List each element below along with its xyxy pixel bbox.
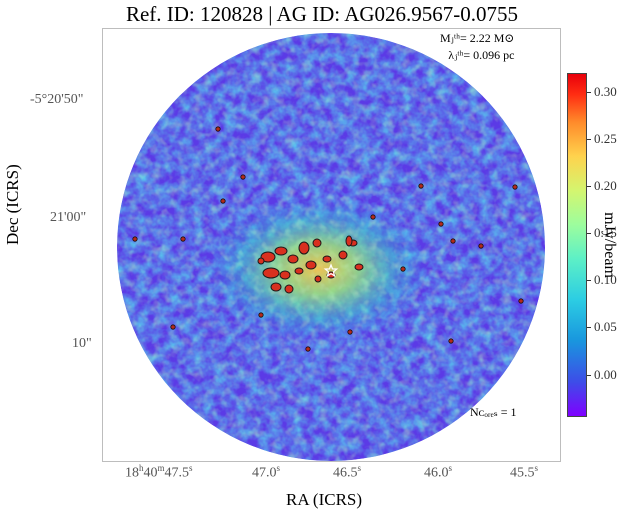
compact-source: [400, 266, 406, 272]
y-tick-label: 21'00": [50, 210, 87, 225]
core-contour: [338, 250, 348, 260]
colorbar-tick-mark: [587, 375, 591, 376]
colorbar: [567, 73, 587, 417]
core-contour: [284, 284, 294, 294]
ncores-text: Nᴄₒᵣₑₛ = 1: [470, 405, 517, 419]
x-axis-label: RA (ICRS): [286, 490, 363, 509]
compact-source: [370, 214, 376, 220]
core-contour: [312, 238, 322, 248]
compact-source: [180, 236, 186, 242]
compact-source: [215, 126, 221, 132]
x-tick-label: 46.0s: [424, 463, 453, 481]
mass-threshold-text: Mⱼᵗʰ= 2.22 M⊙: [440, 31, 515, 45]
colorbar-tick-label: 0.30: [594, 84, 617, 99]
core-contour: [270, 282, 282, 292]
core-contour: [354, 263, 364, 271]
core-contour: [262, 267, 280, 279]
x-tick-label: 18h40m47.5s: [125, 463, 193, 481]
compact-source: [220, 198, 226, 204]
compact-source: [132, 236, 138, 242]
y-tick-label: 10": [72, 336, 92, 351]
intensity-map: [117, 33, 545, 461]
colorbar-tick-label: 0.20: [594, 178, 617, 193]
compact-source: [347, 329, 353, 335]
core-contour: [326, 271, 336, 279]
colorbar-tick-mark: [587, 92, 591, 93]
jeans-length-text: λⱼᵗʰ= 0.096 pc: [448, 48, 515, 62]
colorbar-label: mJy/beam: [601, 212, 618, 278]
colorbar-tick-label: 0.00: [594, 367, 617, 382]
core-contours: [257, 235, 364, 294]
compact-source: [518, 298, 524, 304]
colorbar-tick-mark: [587, 139, 591, 140]
core-contour: [260, 251, 276, 263]
core-contour: [274, 246, 288, 256]
compact-source: [478, 243, 484, 249]
core-contour: [314, 275, 322, 283]
compact-source: [240, 174, 246, 180]
x-tick-label: 45.5s: [510, 463, 539, 481]
x-tick-label: 47.0s: [252, 463, 281, 481]
star-marker: [323, 263, 339, 278]
compact-source: [305, 346, 311, 352]
y-axis-label: Dec (ICRS): [3, 164, 22, 245]
compact-source: [438, 221, 444, 227]
noise-layer-2: [117, 33, 545, 461]
compact-source: [258, 312, 264, 318]
compact-sources: [132, 126, 524, 352]
chart-title: Ref. ID: 120828 | AG ID: AG026.9567-0.07…: [125, 2, 519, 26]
compact-source: [450, 238, 456, 244]
colorbar-tick-mark: [587, 186, 591, 187]
colorbar-tick-mark: [587, 280, 591, 281]
colorbar-tick-label: 0.25: [594, 131, 617, 146]
core-contour: [298, 241, 310, 255]
compact-source: [418, 183, 424, 189]
core-contour: [345, 235, 353, 247]
x-tick-label: 46.5s: [333, 463, 362, 481]
colorbar-tick-label: 0.05: [594, 319, 617, 334]
colorbar-tick-label: 0.10: [594, 272, 617, 287]
core-contour: [257, 257, 265, 265]
colorbar-tick-mark: [587, 233, 591, 234]
colorbar-tick-label: 0.15: [594, 225, 617, 240]
core-contour: [294, 267, 304, 275]
core-contour: [279, 270, 291, 280]
core-contour: [287, 254, 299, 264]
compact-source: [448, 338, 454, 344]
core-contour: [322, 255, 332, 263]
plot-area: [102, 28, 561, 462]
compact-source: [512, 184, 518, 190]
colorbar-tick-mark: [587, 327, 591, 328]
y-tick-label: -5°20'50": [30, 92, 84, 107]
core-contour: [305, 260, 317, 270]
compact-source: [170, 324, 176, 330]
threshold-annotation: Mⱼᵗʰ= 2.22 M⊙ λⱼᵗʰ= 0.096 pc: [440, 30, 514, 64]
